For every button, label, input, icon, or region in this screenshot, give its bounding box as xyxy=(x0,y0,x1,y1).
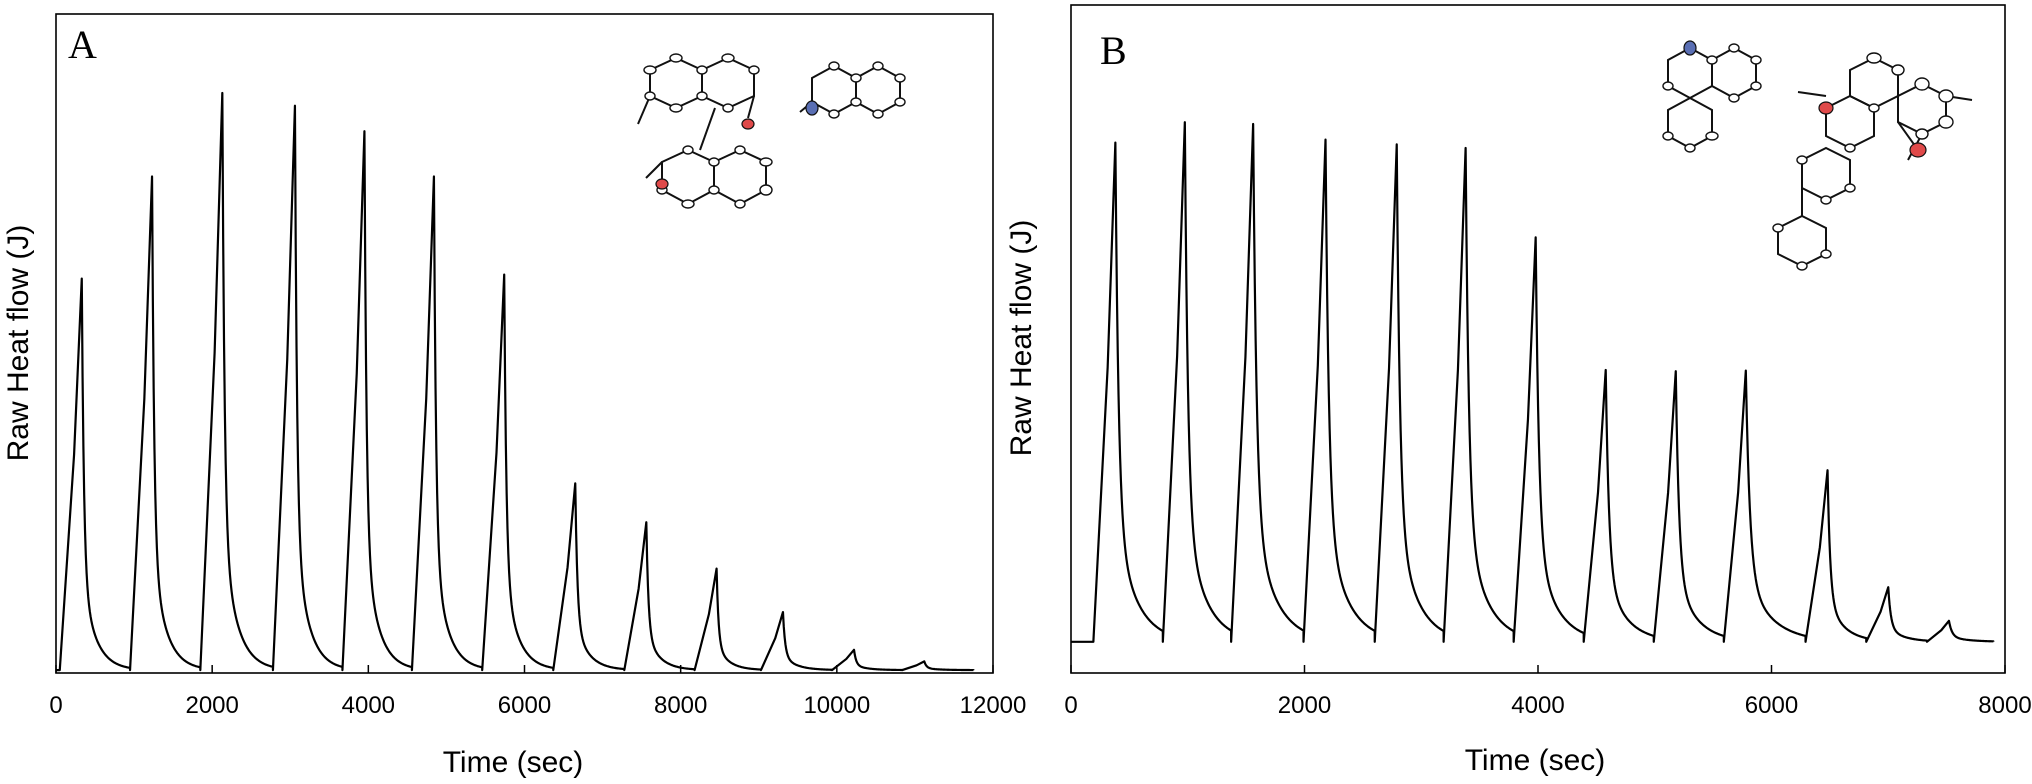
panel-b-x-tick-label: 0 xyxy=(1064,692,1077,719)
panel-b-heat-flow-line xyxy=(1071,121,1995,643)
panel-a-x-tick-label: 4000 xyxy=(342,692,395,719)
panel-b-chart: B Raw Heat flow (J) Time (sec) 0 2000 4000… xyxy=(1005,4,2032,777)
panel-a-heat-flow-line xyxy=(56,91,975,672)
panel-a-y-axis-label: Raw Heat flow (J) xyxy=(2,225,35,462)
panel-a-x-tick-label: 8000 xyxy=(654,692,707,719)
panel-a-x-tick-label: 12000 xyxy=(960,692,1027,719)
panel-a-x-tick-label: 0 xyxy=(49,692,62,719)
panel-b-crystal-structure-inset xyxy=(1662,40,1973,271)
panel-a-crystal-structure-inset xyxy=(637,53,906,209)
panel-a-chart: A Raw Heat flow (J) Time (sec) 0 2000 4000… xyxy=(2,13,1026,779)
panel-b-x-tick-label: 4000 xyxy=(1511,692,1564,719)
panel-a-plot-frame xyxy=(55,13,994,674)
panel-b-x-tick-label: 6000 xyxy=(1745,692,1798,719)
panel-a-x-tick-label: 2000 xyxy=(185,692,238,719)
panel-a-letter: A xyxy=(68,22,97,67)
panel-b-y-axis-label: Raw Heat flow (J) xyxy=(1005,220,1038,457)
panel-b-x-axis: 0 2000 4000 6000 8000 xyxy=(1064,665,2032,719)
panel-a-x-tick-label: 6000 xyxy=(498,692,551,719)
panel-b-x-tick-label: 8000 xyxy=(1978,692,2031,719)
panel-a-x-axis-label: Time (sec) xyxy=(443,746,584,779)
panel-b-x-axis-label: Time (sec) xyxy=(1465,744,1606,777)
panel-b-x-tick-label: 2000 xyxy=(1278,692,1331,719)
panel-a-x-tick-label: 10000 xyxy=(803,692,870,719)
panel-a-peak-points xyxy=(82,93,925,662)
panel-a-x-axis: 0 2000 4000 6000 8000 10000 12000 xyxy=(49,665,1026,719)
panel-b-letter: B xyxy=(1100,28,1127,73)
